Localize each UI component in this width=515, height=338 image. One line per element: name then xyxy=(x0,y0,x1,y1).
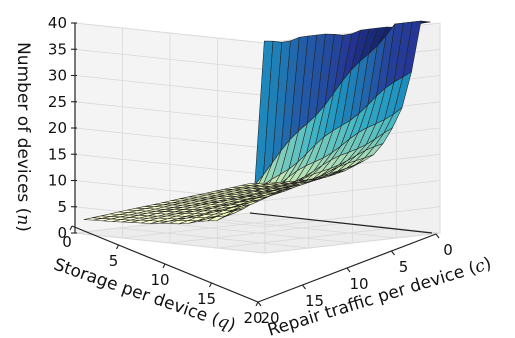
y-tick xyxy=(391,250,395,256)
z-tick-label: 40 xyxy=(48,14,67,32)
x-tick-label: 20 xyxy=(243,309,262,327)
surface-group xyxy=(83,20,431,225)
y-tick xyxy=(302,284,306,290)
z-tick-label: 15 xyxy=(48,145,67,163)
y-tick-label: 5 xyxy=(399,258,409,276)
y-tick xyxy=(435,233,440,239)
z-tick-label: 25 xyxy=(48,93,67,111)
y-tick-label: 10 xyxy=(349,275,368,293)
y-tick xyxy=(346,267,351,273)
z-tick-label: 0 xyxy=(57,224,67,242)
x-axis-line xyxy=(249,212,433,234)
axes-group: 0 5 10 15 20 25 30 35 40 0 5 10 15 20 0 5 10 15 20 xyxy=(48,14,453,327)
y-tick xyxy=(257,301,262,307)
z-tick-label: 20 xyxy=(48,119,67,137)
z-axis-label: Number of devices (n) xyxy=(13,42,33,232)
x-tick xyxy=(69,225,73,231)
z-tick-label: 35 xyxy=(48,40,67,58)
x-tick-label: 15 xyxy=(197,290,216,308)
y-axis-label: Repair traffic per device (c) xyxy=(265,254,493,338)
z-tick-label: 10 xyxy=(48,172,67,190)
x-tick xyxy=(255,301,259,307)
x-tick xyxy=(116,244,119,250)
y-tick-label: 20 xyxy=(260,309,279,327)
y-tick-label: 0 xyxy=(443,241,453,259)
surface-cell xyxy=(241,183,260,186)
z-tick-label: 30 xyxy=(48,67,67,85)
y-tick-label: 15 xyxy=(305,292,324,310)
x-tick xyxy=(209,282,212,288)
z-tick-label: 5 xyxy=(57,198,67,216)
x-tick-label: 10 xyxy=(150,271,169,289)
x-floor-edge xyxy=(71,225,259,303)
x-tick-label: 0 xyxy=(62,233,72,251)
x-tick-label: 5 xyxy=(109,252,119,270)
x-tick xyxy=(162,263,166,269)
